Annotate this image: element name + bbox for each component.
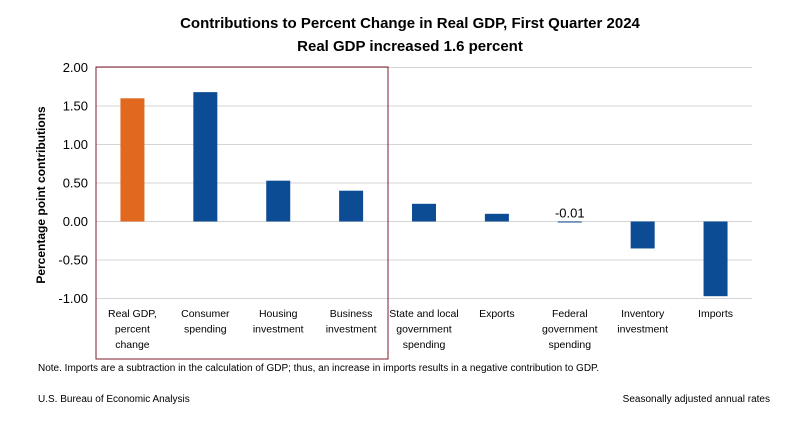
y-axis-ticks: 2.00 1.50 1.00 0.50 0.00 -0.50 -1.00 [58,60,88,306]
y-tick-label: 1.00 [63,137,88,152]
bar [266,180,291,222]
x-tick-label: State and local government spending [389,308,458,351]
x-tick-label: Federal government spending [542,308,598,351]
chart-subtitle: Real GDP increased 1.6 percent [297,38,523,55]
x-tick-label: Imports [698,308,733,320]
source-credit: U.S. Bureau of Economic Analysis [38,394,190,405]
y-tick-label: 0.50 [63,176,88,191]
gdp-contributions-chart: Contributions to Percent Change in Real … [34,15,752,360]
bar [557,221,582,223]
bar [339,190,364,222]
bar [630,221,655,249]
x-tick-label: Consumer spending [181,308,230,336]
bar [703,221,728,297]
highlight-box [95,66,389,360]
x-tick-label: Business investment [326,308,377,336]
bar [484,213,509,222]
rates-note: Seasonally adjusted annual rates [622,394,770,405]
y-tick-label: -0.50 [58,253,88,268]
bar [120,98,145,222]
bar [193,92,218,222]
bar [412,203,436,222]
y-axis-title: Percentage point contributions [34,106,48,284]
y-tick-label: 0.00 [63,214,88,229]
y-tick-label: 2.00 [63,60,88,75]
data-label: -0.01 [555,205,585,220]
chart-title: Contributions to Percent Change in Real … [180,15,640,32]
footnote: Note. Imports are a subtraction in the c… [38,363,600,374]
data-labels: -0.01 [555,205,585,220]
y-tick-label: 1.50 [63,99,88,114]
x-tick-label: Inventory investment [617,308,668,336]
x-tick-label: Exports [479,308,515,320]
y-tick-label: -1.00 [58,291,88,306]
x-axis-ticks: Real GDP, percent change Consumer spending Ho… [108,308,733,351]
x-tick-label: Housing investment [253,308,304,336]
bars [120,92,728,297]
x-tick-label: Real GDP, percent change [108,308,157,351]
